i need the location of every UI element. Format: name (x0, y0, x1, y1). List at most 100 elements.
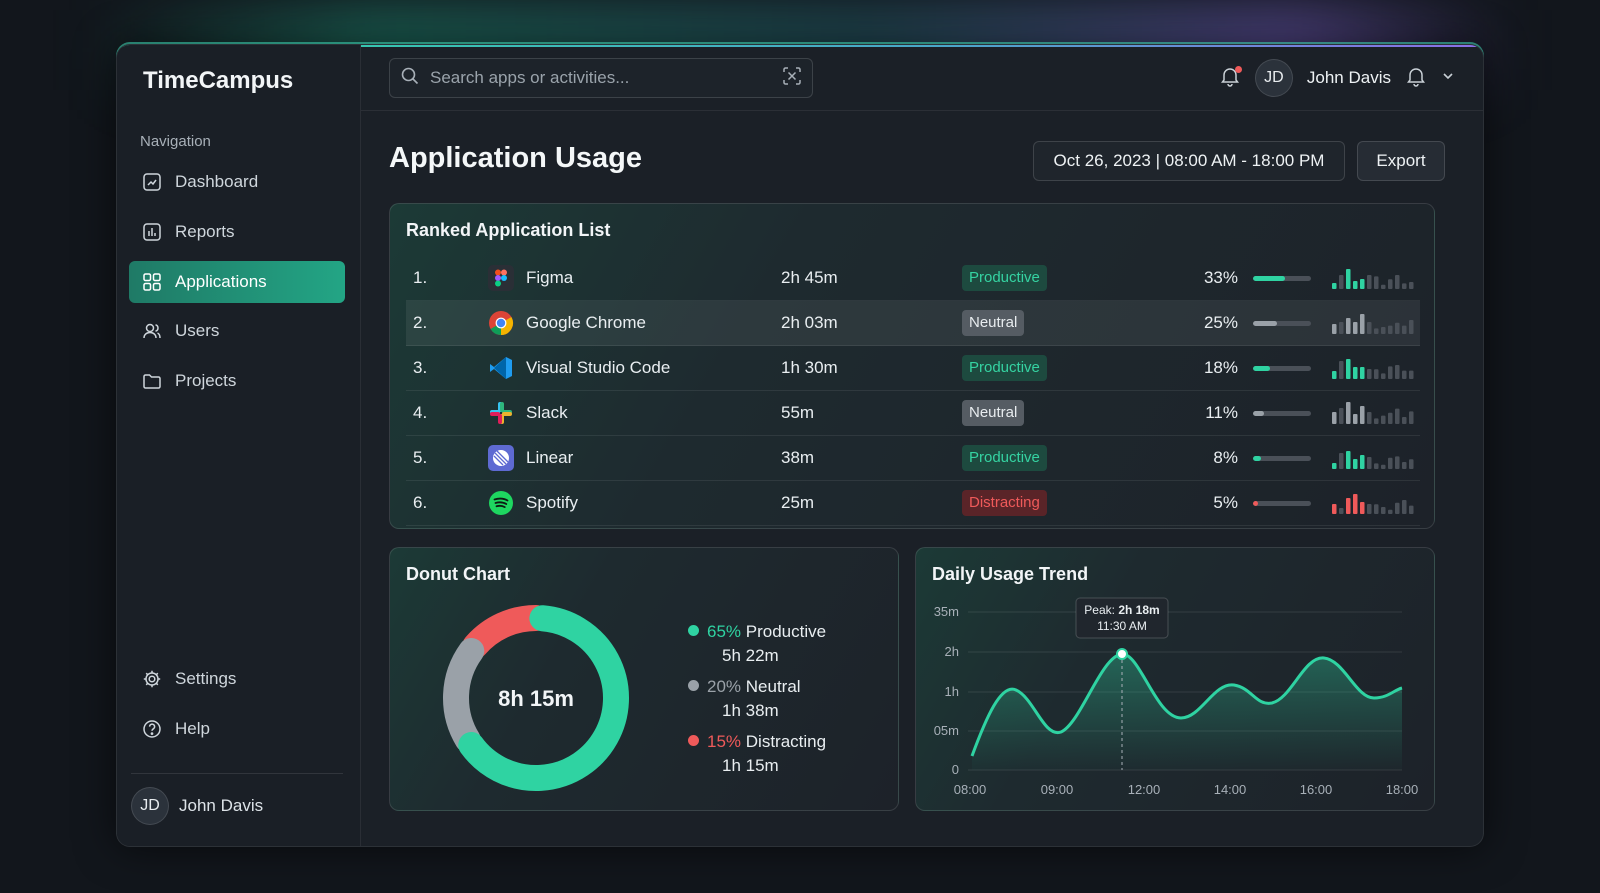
sparkline-bar (1409, 282, 1414, 289)
chevron-down-icon[interactable] (1441, 69, 1455, 88)
status-badge: Distracting (962, 490, 1047, 516)
sparkline-bar (1353, 414, 1358, 424)
status-badge: Productive (962, 445, 1047, 471)
sparkline-bar (1395, 322, 1400, 334)
sparkline-bar (1374, 463, 1379, 469)
sidebar-item-dashboard[interactable]: Dashboard (129, 161, 345, 203)
sparkline-bar (1360, 367, 1365, 379)
donut-slice-productive[interactable] (458, 605, 629, 791)
sparkline-bar (1395, 502, 1400, 514)
sparkline-bar (1374, 418, 1379, 424)
search-input[interactable] (430, 68, 772, 88)
sidebar-item-reports[interactable]: Reports (129, 211, 345, 253)
app-name: Slack (526, 403, 568, 422)
table-row[interactable]: 5. Linear 38m Productive 8% (406, 436, 1420, 481)
brand-logo[interactable]: TimeCampus (143, 67, 294, 94)
sparkline-bar (1409, 459, 1414, 469)
sparkline-bar (1346, 498, 1351, 514)
ranked-application-list: Ranked Application List 1. Figma 2h 45m Pro… (389, 203, 1435, 529)
donut-slice-distracting[interactable] (462, 605, 549, 659)
app-name: Spotify (526, 493, 578, 512)
bell-icon[interactable] (1405, 65, 1427, 92)
usage-bar-fill (1253, 320, 1278, 326)
sidebar-item-label: Projects (175, 371, 237, 390)
legend-time: 1h 38m (722, 701, 779, 720)
usage-percent: 11% (1205, 403, 1238, 422)
peak-marker[interactable] (1116, 648, 1128, 660)
donut-slice-neutral[interactable] (443, 637, 485, 753)
legend-label: Distracting (745, 732, 827, 751)
x-tick-label: 16:00 (1300, 782, 1333, 797)
sparkline-bar (1353, 459, 1358, 469)
search-icon (400, 66, 420, 91)
sparkline-bar (1381, 464, 1386, 469)
sparkline-bar (1374, 328, 1379, 334)
table-row[interactable]: 6. Spotify 25m Distracting 5% (406, 481, 1420, 526)
notification-bell-icon[interactable] (1219, 65, 1242, 92)
sparkline-bar (1339, 322, 1344, 334)
sparkline-bar (1353, 281, 1358, 289)
gear-icon (141, 668, 163, 690)
date-range-picker[interactable]: Oct 26, 2023 | 08:00 AM - 18:00 PM (1033, 141, 1345, 181)
sparkline-bar (1360, 406, 1365, 424)
scan-icon[interactable] (782, 66, 802, 91)
legend-neutral: 20% Neutral 1h 38m (688, 677, 801, 721)
sparkline-bar (1332, 463, 1337, 469)
export-button[interactable]: Export (1357, 141, 1445, 181)
sparkline-bar (1346, 318, 1351, 334)
donut-chart: 8h 15m (443, 605, 629, 791)
sparkline-bar (1409, 505, 1414, 514)
figma-icon (486, 256, 516, 300)
row-rank: 3. (413, 358, 428, 377)
avatar[interactable]: JD (1254, 59, 1293, 97)
table-row[interactable]: 2. Google Chrome 2h 03m Neutral 25% (406, 301, 1420, 346)
table-row[interactable]: 3. Visual Studio Code 1h 30m Productive 18% (406, 346, 1420, 391)
sidebar-user[interactable]: JD John Davis (131, 787, 263, 825)
sparkline-bar (1381, 327, 1386, 334)
category-badge-wrap: Productive (962, 436, 1047, 480)
sparkline-bar (1388, 366, 1393, 379)
sparkline-svg (1332, 314, 1414, 334)
sparkline-bar (1360, 279, 1365, 289)
category-badge-wrap: Distracting (962, 481, 1047, 525)
sparkline-bar (1409, 370, 1414, 379)
sparkline-bar (1402, 462, 1407, 469)
usage-percent: 33% (1203, 268, 1238, 287)
topbar-user-name[interactable]: John Davis (1306, 68, 1391, 87)
sparkline-bar (1339, 453, 1344, 469)
usage-bar-track (1253, 320, 1311, 326)
sidebar-item-applications[interactable]: Applications (129, 261, 345, 303)
sidebar-item-projects[interactable]: Projects (129, 360, 345, 402)
x-tick-label: 14:00 (1214, 782, 1247, 797)
table-row[interactable]: 1. Figma 2h 45m Productive 33% (406, 256, 1420, 301)
sparkline-bar (1388, 412, 1393, 424)
sparkline-bar (1367, 275, 1372, 289)
sparkline-bar (1381, 415, 1386, 424)
legend-pct: 65% (707, 622, 742, 641)
sparkline-bar (1395, 456, 1400, 469)
x-tick-label: 18:00 (1386, 782, 1419, 797)
sidebar-item-settings[interactable]: Settings (129, 658, 345, 700)
sidebar: TimeCampus Navigation Dashboard Reports … (117, 45, 361, 846)
usage-bar-fill (1253, 455, 1261, 461)
sparkline (1332, 346, 1416, 390)
trend-line (970, 652, 1403, 757)
sidebar-item-label: Reports (175, 222, 235, 241)
chrome-icon (486, 301, 516, 345)
donut-center-label: 8h 15m (498, 686, 574, 711)
y-tick-label: 2h (945, 644, 959, 659)
usage-bar (1253, 481, 1311, 525)
sparkline-bar (1339, 408, 1344, 424)
help-icon (141, 718, 163, 740)
sparkline-bar (1346, 402, 1351, 424)
sparkline-bar (1353, 494, 1358, 514)
sparkline-bar (1367, 504, 1372, 514)
sidebar-item-users[interactable]: Users (129, 310, 345, 352)
legend-pct: 15% (707, 732, 742, 751)
sparkline-bar (1346, 269, 1351, 289)
sidebar-divider (131, 773, 343, 774)
sidebar-item-label: Settings (175, 669, 237, 688)
legend-dot (688, 680, 699, 691)
table-row[interactable]: 4. Slack 55m Neutral 11% (406, 391, 1420, 436)
sidebar-item-help[interactable]: Help (129, 708, 345, 750)
